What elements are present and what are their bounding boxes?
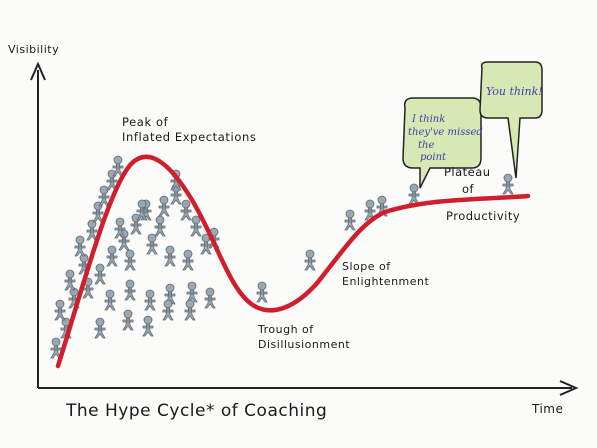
peak-label-line-1: Peak of xyxy=(122,115,169,129)
plateau-label-line-1: Plateau xyxy=(444,165,491,179)
person-icon xyxy=(158,195,170,217)
person-icon xyxy=(122,309,134,331)
plateau-label-line-2: of xyxy=(462,182,475,196)
person-icon xyxy=(408,183,420,205)
trough-label-line-1: Trough of xyxy=(257,323,314,336)
person-icon xyxy=(344,209,356,231)
person-icon xyxy=(184,299,196,321)
axes xyxy=(30,61,579,396)
person-icon xyxy=(98,185,110,207)
person-icon xyxy=(146,233,158,255)
bubble-left-line-3: the xyxy=(418,140,434,151)
speech-bubble-left: I think they've missed the point xyxy=(402,97,483,189)
person-icon xyxy=(54,299,66,321)
person-icon xyxy=(154,215,166,237)
person-icon xyxy=(200,233,212,255)
bubble-right-text: You think! xyxy=(486,85,543,98)
person-icon xyxy=(502,173,514,195)
person-icon xyxy=(144,289,156,311)
y-axis-arrow-icon xyxy=(30,61,46,81)
speech-bubble-right: You think! xyxy=(479,61,543,179)
person-icon xyxy=(50,337,62,359)
person-icon xyxy=(94,317,106,339)
person-icon xyxy=(162,299,174,321)
slope-label-line-1: Slope of xyxy=(342,260,391,273)
y-axis-label: Visibility xyxy=(8,43,59,56)
person-icon xyxy=(114,217,126,239)
x-axis-arrow-icon xyxy=(559,380,579,396)
person-icon xyxy=(142,315,154,337)
bubble-left-line-1: I think xyxy=(411,114,445,125)
diagram-title: The Hype Cycle* of Coaching xyxy=(65,401,327,421)
bubble-left-line-4: point xyxy=(420,152,447,163)
person-icon xyxy=(136,199,148,221)
trough-label-line-2: Disillusionment xyxy=(258,338,350,351)
bubble-left-shape xyxy=(402,97,482,189)
person-icon xyxy=(112,155,124,177)
person-icon xyxy=(74,235,86,257)
bubble-right-shape xyxy=(479,61,543,179)
person-icon xyxy=(304,249,316,271)
person-icon xyxy=(186,281,198,303)
person-icon xyxy=(64,269,76,291)
person-icon xyxy=(180,199,192,221)
person-icon xyxy=(124,249,136,271)
hype-curve xyxy=(55,154,531,369)
person-icon xyxy=(104,289,116,311)
person-icon xyxy=(106,245,118,267)
person-icon xyxy=(182,249,194,271)
bubble-left-line-2: they've missed xyxy=(408,127,483,138)
person-icon xyxy=(86,219,98,241)
crowd xyxy=(50,155,514,359)
person-icon xyxy=(124,279,136,301)
peak-label-line-2: Inflated Expectations xyxy=(122,130,256,144)
person-icon xyxy=(364,199,376,221)
person-icon xyxy=(256,281,268,303)
x-axis-label: Time xyxy=(531,402,563,416)
person-icon xyxy=(164,245,176,267)
person-icon xyxy=(190,215,202,237)
person-icon xyxy=(204,287,216,309)
person-icon xyxy=(82,277,94,299)
slope-label-line-2: Enlightenment xyxy=(342,275,429,288)
plateau-label-line-3: Productivity xyxy=(446,209,520,223)
person-icon xyxy=(94,263,106,285)
